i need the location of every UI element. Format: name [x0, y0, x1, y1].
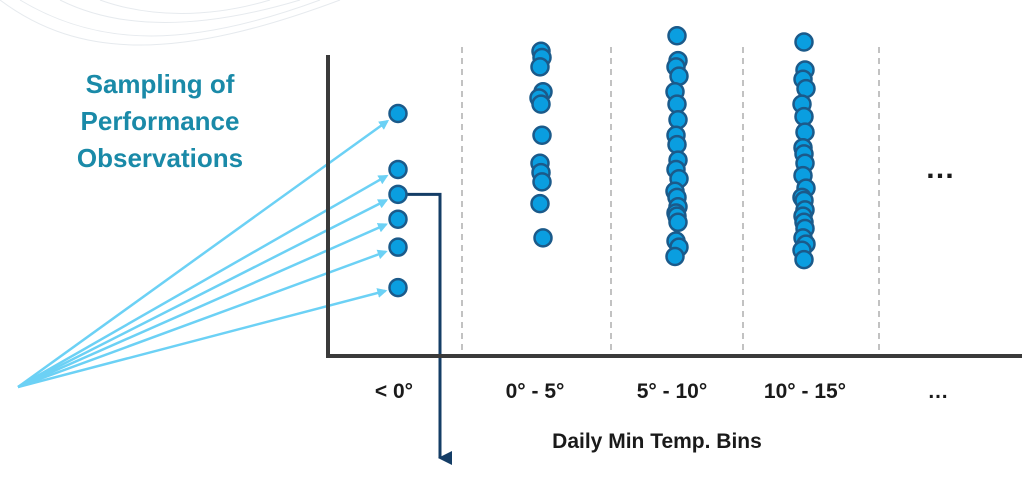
data-point-bin1-3: [388, 184, 408, 205]
data-point-bin2-7: [532, 125, 552, 146]
data-point-bin4-7: [795, 122, 815, 142]
observation-arrow-3: [17, 199, 389, 389]
x-tick-label-1: < 0°: [375, 380, 413, 403]
x-tick-labels: < 0° 0° - 5° 5° - 10° 10° - 15° …: [375, 380, 949, 403]
side-label: Sampling of Performance Observations: [40, 66, 280, 177]
x-tick-label-4: 10° - 15°: [764, 380, 846, 403]
data-point-bin2-11: [530, 193, 550, 214]
observation-arrow-2: [17, 174, 389, 389]
observation-arrows: [17, 119, 390, 389]
data-point-bin3-18: [668, 212, 688, 233]
side-label-line-3: Observations: [76, 143, 244, 173]
x-tick-label-2: 0° - 5°: [506, 380, 565, 403]
x-axis-label: Daily Min Temp. Bins: [552, 430, 762, 453]
observation-arrow-1: [17, 119, 390, 389]
more-bins-ellipsis: …: [925, 152, 955, 185]
data-point-bin1-1: [388, 103, 408, 124]
data-point-bin3-1: [667, 26, 687, 46]
data-point-bin2-6: [531, 94, 551, 114]
data-point-bin2-10: [532, 172, 552, 192]
data-point-bin4-22: [794, 249, 814, 270]
data-points: [388, 26, 816, 298]
background-decoration: [0, 0, 341, 46]
data-point-bin3-4: [669, 66, 689, 86]
observation-arrow-5: [17, 249, 388, 389]
side-label-line-2: Performance: [80, 106, 240, 136]
x-tick-label-5: …: [928, 380, 949, 403]
data-point-bin1-5: [388, 237, 408, 257]
side-label-line-1: Sampling of: [85, 69, 235, 99]
data-point-bin4-4: [796, 78, 816, 99]
data-point-bin4-1: [794, 32, 814, 52]
observation-arrow-4: [17, 223, 388, 389]
bin-separators: [461, 47, 880, 356]
data-point-bin3-7: [668, 109, 688, 130]
x-tick-label-3: 5° - 10°: [637, 380, 708, 403]
data-point-bin2-3: [530, 57, 550, 77]
observation-arrow-6: [17, 288, 388, 389]
data-point-bin3-21: [665, 246, 685, 267]
data-point-bin2-12: [533, 228, 553, 248]
axes: [326, 55, 1022, 358]
data-point-bin1-4: [388, 209, 408, 229]
connector-arrow: [406, 192, 452, 465]
data-point-bin1-6: [388, 277, 408, 298]
data-point-bin1-2: [388, 159, 408, 180]
selected-observation-connector: [406, 192, 452, 465]
